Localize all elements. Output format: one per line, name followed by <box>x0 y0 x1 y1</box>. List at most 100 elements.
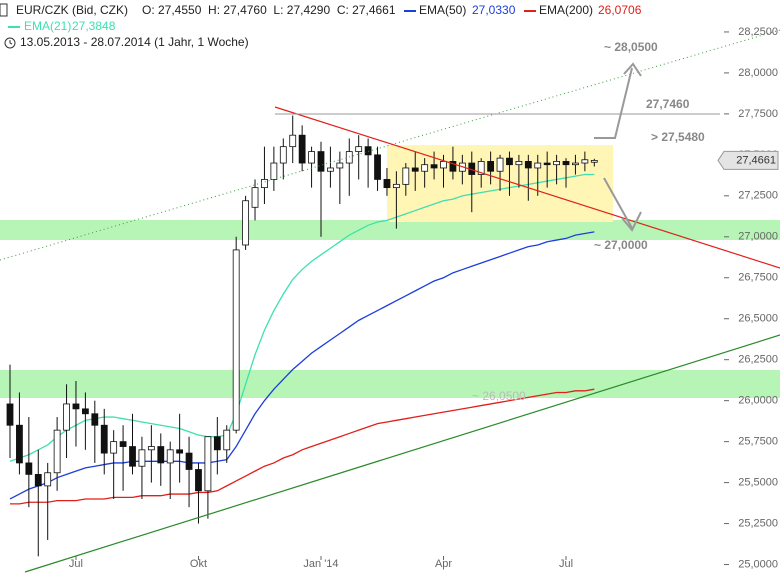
candle-body <box>119 441 127 447</box>
price-tag <box>717 150 779 170</box>
x-tick-label: Jul <box>69 558 83 570</box>
candle-body <box>449 161 457 172</box>
candle-body <box>506 157 513 166</box>
marks-layer <box>6 115 598 557</box>
candle-body <box>195 469 202 492</box>
annotation: ~ 27,0000 <box>594 238 648 252</box>
y-tick-label: 27,7500 <box>738 108 778 120</box>
arrow <box>603 177 633 229</box>
candle-body <box>572 162 579 166</box>
candle-body <box>129 446 136 467</box>
candle-body <box>421 164 429 172</box>
candle-body <box>72 403 80 410</box>
candle-body <box>63 403 70 431</box>
candle-body <box>543 162 551 166</box>
candle-body <box>147 446 155 451</box>
legend-value: 26,0706 <box>598 3 642 17</box>
y-tick-label: 26,0000 <box>738 395 778 407</box>
candle-body <box>261 179 268 189</box>
candle-body <box>25 462 33 475</box>
annotation: > 27,5480 <box>651 130 705 144</box>
axis-layer: 25,0000 25,2500 25,5000 25,7500 26,0000 26,25… <box>69 26 779 570</box>
candle-body <box>53 429 61 474</box>
candle-body <box>553 161 560 166</box>
legend-label: EMA(200) <box>539 3 593 17</box>
arrow-head <box>621 211 642 232</box>
candle-body <box>392 183 400 189</box>
candle-body <box>411 167 419 172</box>
candle-body <box>581 159 589 164</box>
arrow <box>594 67 633 139</box>
ema-line <box>10 388 595 505</box>
annotation: ~ 28,0500 <box>604 40 658 54</box>
ema-line <box>9 231 595 500</box>
y-tick-label: 28,0000 <box>738 67 778 79</box>
candle-body <box>364 146 372 156</box>
candle-body <box>440 161 447 169</box>
candle-body <box>289 134 297 148</box>
y-tick-label: 25,5000 <box>738 477 778 489</box>
legend-value: 27,3848 <box>72 19 116 33</box>
support-zone <box>0 220 780 240</box>
candle-body <box>232 249 240 431</box>
candle-body <box>308 151 315 164</box>
x-tick-label: Jan '14 <box>303 558 338 570</box>
candle-body <box>487 161 495 172</box>
candle-icon <box>0 3 8 17</box>
y-tick-label: 25,7500 <box>738 436 778 448</box>
candle-body <box>44 472 52 487</box>
candle-body <box>185 452 193 470</box>
x-tick-label: Jul <box>559 558 573 570</box>
candle-body <box>534 162 542 169</box>
y-tick-label: 26,5000 <box>738 313 778 325</box>
candle-body <box>355 146 363 152</box>
candle-body <box>100 424 108 454</box>
trend-line <box>274 106 780 269</box>
candle-body <box>91 413 99 426</box>
candle-body <box>223 429 231 451</box>
candle-body <box>383 179 391 189</box>
legend-label: EMA(50) <box>419 3 466 17</box>
candle-body <box>590 160 598 163</box>
candle-body <box>327 167 334 172</box>
x-tick-label: Okt <box>190 558 207 570</box>
y-tick-label: 27,0000 <box>738 231 778 243</box>
y-tick-label: 25,0000 <box>738 558 778 570</box>
candle-body <box>81 408 89 415</box>
candle-body <box>242 200 250 246</box>
legend-value: 27,0330 <box>472 3 516 17</box>
chart-title: EUR/CZK (Bid, CZK) <box>16 3 128 17</box>
candle-body <box>374 154 381 180</box>
candle-body <box>336 162 344 169</box>
candle-body <box>496 157 504 172</box>
candle-body <box>166 449 174 464</box>
support-zone <box>0 370 780 398</box>
y-tick-label: 26,7500 <box>738 272 778 284</box>
candle-body <box>204 436 212 492</box>
candle-body <box>138 449 146 467</box>
candle-body <box>110 441 118 454</box>
y-tick-label: 25,2500 <box>738 517 778 529</box>
x-tick-label: Apr <box>435 558 452 570</box>
candle-body <box>213 436 221 451</box>
candle-body <box>157 446 165 464</box>
overlay-layer: ~ 28,0500 27,7460 > 27,5480 ~ 27,0000 ~ … <box>0 29 780 573</box>
price-tag-label: 27,4661 <box>736 154 776 166</box>
y-tick-label: 26,2500 <box>738 354 778 366</box>
candle-body <box>524 161 532 169</box>
candle-body <box>251 187 259 208</box>
candle-body <box>6 403 14 426</box>
y-tick-label: 28,2500 <box>738 26 778 38</box>
candle-body <box>279 146 287 164</box>
candle-body <box>562 161 570 166</box>
candle-body <box>16 424 23 464</box>
clock-icon <box>9 40 13 45</box>
ohlc-label: O: 27,4550 H: 27,4760 L: 27,4290 C: 27,4… <box>142 3 396 17</box>
clock-icon <box>4 37 16 49</box>
annotation: 27,7460 <box>646 97 690 111</box>
candle-body <box>430 164 438 169</box>
trend-line <box>24 334 780 573</box>
candle-body <box>477 161 485 175</box>
